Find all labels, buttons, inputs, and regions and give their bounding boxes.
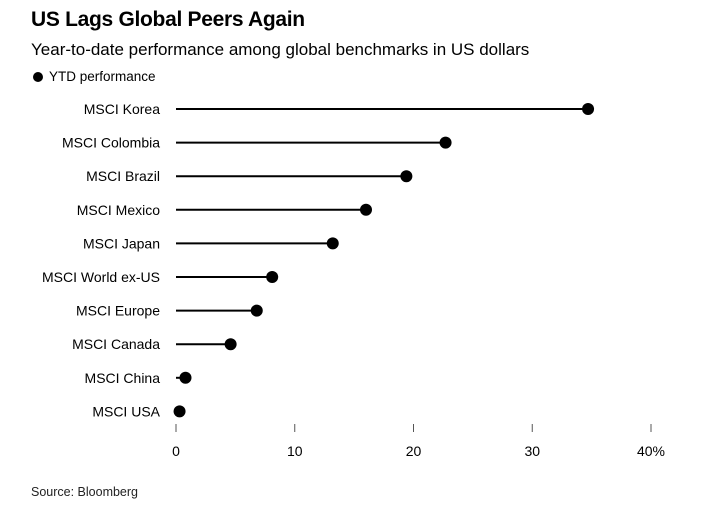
data-point xyxy=(224,338,237,351)
category-label: MSCI Brazil xyxy=(86,168,160,184)
category-label: MSCI Colombia xyxy=(62,135,160,151)
lollipop-row: MSCI Colombia xyxy=(62,135,452,151)
x-tick-label: 20 xyxy=(406,443,422,459)
legend-label: YTD performance xyxy=(49,69,156,84)
data-point xyxy=(582,103,595,115)
category-label: MSCI Europe xyxy=(76,303,160,319)
category-label: MSCI USA xyxy=(92,403,160,419)
data-point xyxy=(266,271,279,283)
lollipop-row: MSCI Canada xyxy=(72,336,237,352)
chart-subtitle: Year-to-date performance among global be… xyxy=(31,40,530,59)
data-point xyxy=(250,304,263,317)
data-point xyxy=(173,405,186,418)
source-note: Source: Bloomberg xyxy=(31,485,139,499)
lollipop-row: MSCI World ex-US xyxy=(42,269,279,285)
lollipop-row: MSCI Mexico xyxy=(77,202,372,218)
lollipop-row: MSCI Europe xyxy=(76,303,263,319)
legend: YTD performance xyxy=(33,69,156,84)
data-point xyxy=(326,237,339,250)
lollipop-row: MSCI Japan xyxy=(83,235,339,251)
data-point xyxy=(400,170,413,183)
chart-title: US Lags Global Peers Again xyxy=(31,8,305,31)
data-point xyxy=(360,203,372,216)
lollipop-row: MSCI Brazil xyxy=(86,168,413,184)
category-label: MSCI China xyxy=(85,370,161,386)
data-point xyxy=(179,371,192,384)
x-tick-label: 10 xyxy=(287,443,303,459)
lollipop-row: MSCI USA xyxy=(92,403,186,419)
lollipop-row: MSCI Korea xyxy=(84,101,595,117)
data-point xyxy=(439,136,452,149)
category-label: MSCI Mexico xyxy=(77,202,160,218)
x-tick-label: 30 xyxy=(524,443,540,459)
category-label: MSCI Japan xyxy=(83,235,160,251)
category-label: MSCI Korea xyxy=(84,101,160,117)
x-tick-label: 0 xyxy=(172,443,180,459)
x-tick-label: 40% xyxy=(637,443,665,459)
lollipop-row: MSCI China xyxy=(85,370,192,386)
legend-dot-icon xyxy=(33,71,43,82)
category-label: MSCI World ex-US xyxy=(42,269,160,285)
category-label: MSCI Canada xyxy=(72,336,160,352)
